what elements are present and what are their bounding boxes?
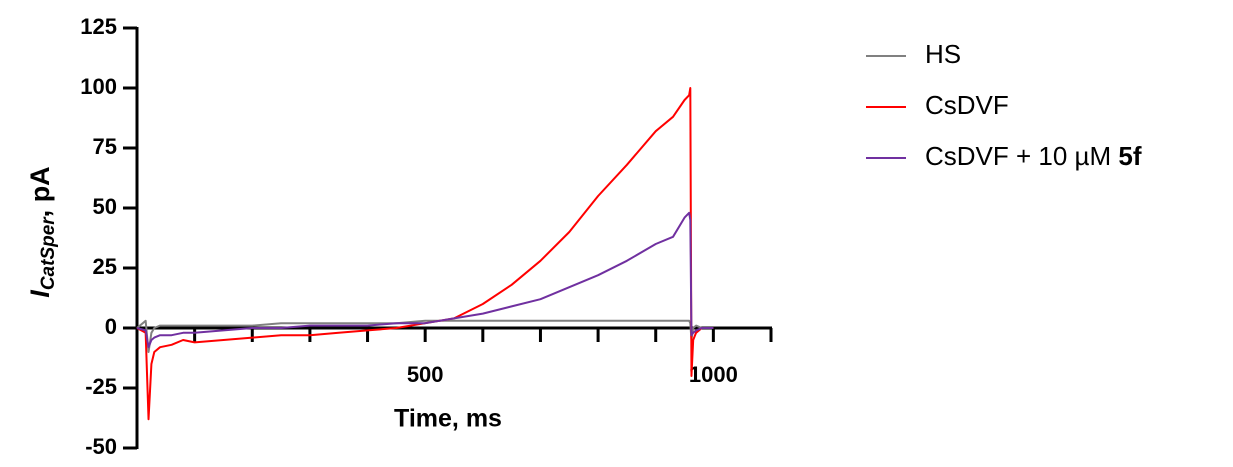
series-line	[136, 211, 714, 349]
legend-label: CsDVF + 10 µM 5f	[925, 141, 1142, 171]
y-tick-label: 25	[93, 254, 117, 279]
x-axis-label: Time, ms	[394, 405, 502, 433]
legend-label: HS	[925, 39, 961, 69]
y-label-rest: , pA	[25, 166, 55, 217]
y-tick-label: 125	[80, 14, 117, 39]
y-axis-label: ICatSper, pA	[25, 166, 59, 297]
x-tick-label: 1000	[689, 362, 738, 387]
legend-label-bold: 5f	[1118, 141, 1141, 171]
x-tick-label: 500	[407, 362, 444, 387]
y-tick-label: -50	[85, 434, 117, 459]
legend-label: CsDVF	[925, 90, 1009, 120]
y-tick-label: 0	[105, 314, 117, 339]
y-label-main: I	[25, 290, 55, 298]
y-label-sub: CatSper	[38, 216, 59, 290]
y-tick-label: 75	[93, 134, 117, 159]
y-tick-label: -25	[85, 374, 117, 399]
y-tick-label: 100	[80, 74, 117, 99]
y-tick-label: 50	[93, 194, 117, 219]
